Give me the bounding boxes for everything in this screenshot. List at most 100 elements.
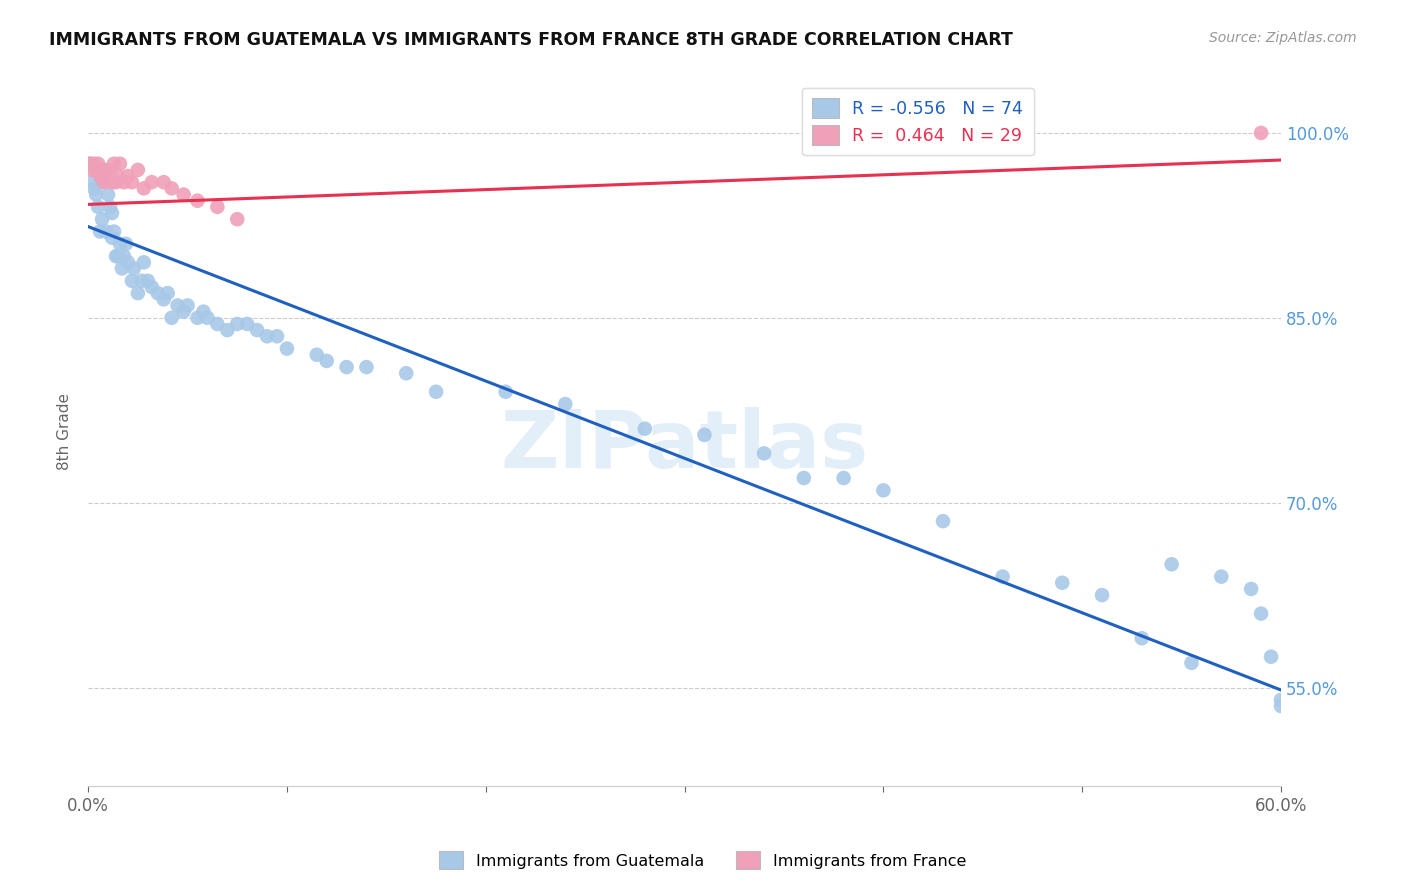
Point [1270,699,1292,714]
Point [752,446,775,460]
Point [246,323,269,337]
Point [91,212,114,227]
Point [112,249,135,263]
Point [83,181,105,195]
Point [217,323,239,337]
Point [112,175,135,189]
Point [173,304,195,318]
Point [197,310,219,325]
Text: Source: ZipAtlas.com: Source: ZipAtlas.com [1209,31,1357,45]
Y-axis label: 8th Grade: 8th Grade [58,393,72,470]
Point [97,187,120,202]
Point [83,157,105,171]
Point [89,169,111,183]
Point [91,175,114,189]
Point [101,206,124,220]
Point [336,360,359,375]
Point [166,298,188,312]
Text: ZIPatlas: ZIPatlas [501,407,869,485]
Point [1130,632,1153,646]
Point [107,169,129,183]
Point [94,225,117,239]
Point [111,261,134,276]
Point [236,317,259,331]
Point [1052,575,1074,590]
Point [425,384,447,399]
Point [117,169,139,183]
Point [108,157,131,171]
Point [87,200,110,214]
Point [146,286,169,301]
Point [127,162,149,177]
Point [1270,693,1292,707]
Point [226,317,249,331]
Point [141,175,163,189]
Point [84,162,107,177]
Point [104,249,127,263]
Point [315,354,337,368]
Point [117,255,139,269]
Point [495,384,517,399]
Point [152,293,174,307]
Point [554,397,576,411]
Point [91,162,114,177]
Point [101,175,124,189]
Point [173,187,195,202]
Point [186,310,208,325]
Point [793,471,815,485]
Point [156,286,179,301]
Point [256,329,278,343]
Point [93,162,115,177]
Point [132,255,155,269]
Point [103,157,125,171]
Point [97,162,120,177]
Point [79,157,101,171]
Point [93,175,115,189]
Point [136,274,159,288]
Point [266,329,288,343]
Point [98,169,121,183]
Point [207,317,229,331]
Point [693,428,716,442]
Point [121,274,143,288]
Point [634,422,657,436]
Point [991,569,1014,583]
Point [115,236,138,251]
Point [1250,126,1272,140]
Point [108,236,131,251]
Point [101,230,124,244]
Point [1180,656,1202,670]
Point [132,181,155,195]
Point [1260,649,1282,664]
Point [82,162,104,177]
Point [89,225,111,239]
Point [121,175,143,189]
Legend: Immigrants from Guatemala, Immigrants from France: Immigrants from Guatemala, Immigrants fr… [432,844,974,877]
Point [226,212,249,227]
Point [395,366,418,380]
Point [104,175,127,189]
Point [207,200,229,214]
Point [305,348,328,362]
Point [186,194,208,208]
Point [107,249,129,263]
Point [356,360,378,375]
Point [79,157,101,171]
Point [1091,588,1114,602]
Legend: R = -0.556   N = 74, R =  0.464   N = 29: R = -0.556 N = 74, R = 0.464 N = 29 [801,87,1033,155]
Point [98,200,121,214]
Point [932,514,955,528]
Point [84,187,107,202]
Point [1211,569,1233,583]
Point [82,175,104,189]
Point [141,280,163,294]
Point [872,483,894,498]
Point [94,169,117,183]
Point [152,175,174,189]
Text: IMMIGRANTS FROM GUATEMALA VS IMMIGRANTS FROM FRANCE 8TH GRADE CORRELATION CHART: IMMIGRANTS FROM GUATEMALA VS IMMIGRANTS … [49,31,1014,49]
Point [160,310,183,325]
Point [160,181,183,195]
Point [103,225,125,239]
Point [1240,582,1263,596]
Point [176,298,198,312]
